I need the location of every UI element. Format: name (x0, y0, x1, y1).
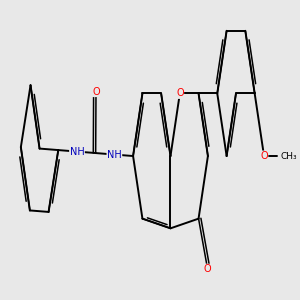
Text: NH: NH (107, 149, 122, 160)
Text: CH₃: CH₃ (280, 152, 297, 160)
Text: O: O (260, 151, 268, 161)
Text: NH: NH (70, 147, 84, 157)
Text: O: O (176, 88, 184, 98)
Text: O: O (204, 264, 212, 274)
Text: O: O (92, 87, 100, 97)
